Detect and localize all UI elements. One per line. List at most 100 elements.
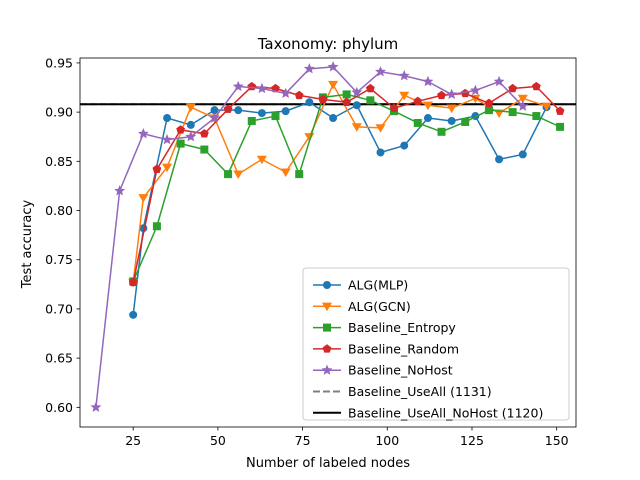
legend: ALG(MLP) ALG(GCN) Baseline_Entropy Baseline… [302,267,570,421]
data-point-0-5 [234,106,243,115]
data-point-2-3 [200,145,209,154]
data-point-1-11 [375,124,386,133]
data-point-3-16 [508,83,518,93]
y-tick-label-2: 0.70 [45,301,73,316]
data-point-0-3 [186,120,195,129]
data-point-4-5 [209,112,220,123]
data-point-3-10 [365,83,375,93]
data-point-0-17 [518,150,527,159]
data-point-3-3 [199,129,209,138]
data-point-4-9 [303,63,315,74]
data-point-3-12 [413,96,423,106]
data-point-4-12 [375,66,386,77]
data-point-4-4 [185,130,197,142]
data-point-3-17 [531,81,541,91]
data-point-0-2 [163,114,172,123]
data-point-4-17 [493,75,505,87]
x-axis-label: Number of labeled nodes [246,456,410,471]
legend-label-2: Baseline_Entropy [348,320,456,335]
data-point-2-6 [271,112,280,121]
data-point-3-15 [484,98,494,108]
x-tick-label-3: 100 [375,433,399,448]
data-point-2-18 [556,122,565,131]
data-point-2-1 [152,222,161,231]
legend-marker-4 [321,364,333,375]
data-point-4-7 [256,82,268,94]
data-point-0-16 [495,155,504,164]
data-point-3-13 [437,90,446,100]
legend-marker-0 [322,280,331,289]
data-point-2-2 [176,139,185,148]
data-point-1-2 [162,163,173,173]
data-point-3-2 [176,125,186,134]
data-point-4-3 [161,133,173,145]
data-point-2-5 [247,116,256,125]
data-point-3-0 [128,277,138,287]
data-point-1-5 [233,170,244,180]
data-point-4-11 [351,86,363,98]
legend-label-4: Baseline_NoHost [348,363,453,378]
y-tick-label-0: 0.60 [45,400,73,415]
data-point-3-4 [223,104,233,113]
legend-marker-1 [321,302,333,312]
data-point-1-3 [185,103,196,113]
data-point-0-13 [423,114,432,123]
axes: 25 50 75 100 125 150 0.60 0.65 0.70 0.75 0.80 0.85 0… [45,55,577,448]
y-tick-label-1: 0.65 [45,351,73,366]
legend-label-1: ALG(GCN) [348,299,411,314]
legend-marker-2 [322,323,331,332]
x-tick-label-4: 125 [460,433,484,448]
data-point-3-7 [294,90,304,100]
x-tick-label-2: 75 [295,433,311,448]
data-point-2-10 [366,96,375,105]
chart-title: Taxonomy: phylum [257,35,399,53]
data-point-0-7 [281,107,290,116]
data-point-1-14 [446,104,457,114]
axes-frame [79,57,577,428]
data-point-2-4 [224,170,233,179]
legend-label-5: Baseline_UseAll (1131) [348,384,492,399]
data-point-0-14 [447,116,456,125]
data-point-0-0 [129,310,138,319]
data-point-4-15 [446,88,458,100]
legend-label-6: Baseline_UseAll_NoHost (1120) [348,405,543,420]
plot-area [80,61,576,412]
data-point-4-6 [232,80,244,92]
data-point-3-1 [152,164,162,173]
x-tick-label-5: 150 [545,433,569,448]
x-tick-label-1: 50 [210,433,226,448]
data-point-1-10 [351,123,362,132]
data-point-4-18 [517,100,529,111]
data-point-3-8 [318,94,328,104]
data-point-1-18 [541,102,552,112]
data-point-0-11 [376,148,385,157]
data-point-1-6 [256,155,267,165]
data-point-1-1 [138,194,149,203]
data-point-4-1 [114,185,126,196]
data-point-2-14 [461,117,470,126]
data-point-0-8 [305,98,314,107]
y-tick-label-7: 0.95 [45,55,73,70]
data-point-2-7 [295,170,304,179]
data-point-1-13 [422,101,433,111]
data-point-3-9 [342,97,352,107]
data-point-1-9 [328,80,339,90]
y-tick-label-3: 0.75 [45,252,73,267]
data-point-2-17 [532,112,541,121]
data-point-4-16 [469,84,481,96]
data-point-0-6 [257,109,266,118]
data-point-2-16 [508,108,517,117]
data-point-0-12 [400,141,409,150]
data-point-1-17 [517,94,528,104]
data-point-0-9 [329,114,338,123]
data-point-2-13 [437,127,446,136]
y-axis-label: Test accuracy [20,200,35,290]
data-point-0-10 [352,101,361,110]
data-point-4-0 [90,401,102,412]
data-point-1-12 [399,91,410,101]
legend-marker-3 [322,344,332,353]
data-point-2-12 [413,118,422,127]
legend-label-0: ALG(MLP) [348,278,408,293]
